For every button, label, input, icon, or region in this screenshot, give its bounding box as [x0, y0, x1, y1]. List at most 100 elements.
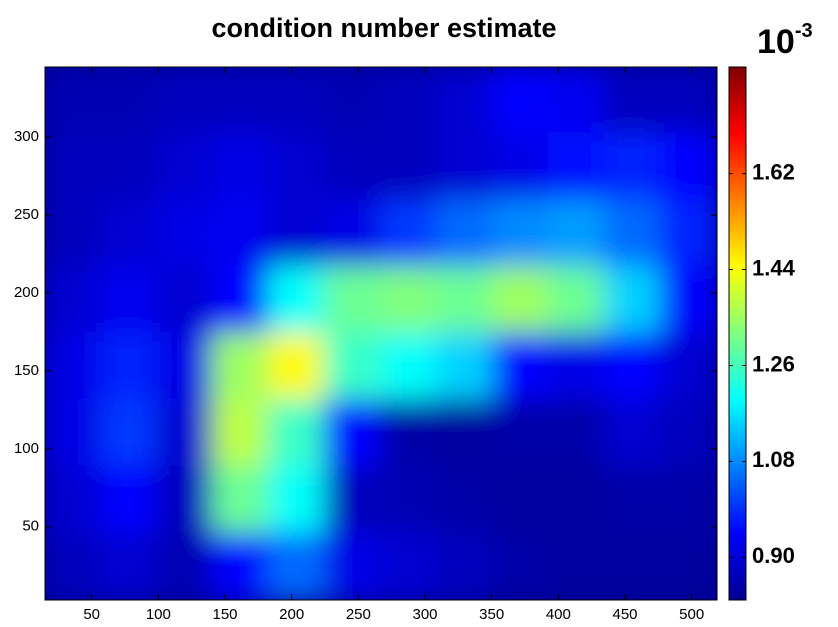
- heatmap-cell: [660, 67, 717, 135]
- heatmap-cell: [436, 199, 494, 268]
- heatmap-cell: [604, 67, 662, 135]
- heatmap-cell: [492, 199, 550, 268]
- heatmap-cell: [156, 465, 214, 535]
- heatmap-cell: [380, 67, 438, 135]
- heatmap-cell: [212, 265, 270, 335]
- x-tick-label: 350: [479, 606, 504, 623]
- heatmap-cell: [548, 332, 606, 402]
- plot-frame: [44, 66, 718, 601]
- x-tick-label: 300: [412, 606, 437, 623]
- heatmap-cell: [45, 532, 102, 600]
- x-tick-label: 50: [83, 606, 100, 623]
- heatmap-cell: [436, 265, 494, 335]
- heatmap-cell: [156, 265, 214, 335]
- heatmap-cell: [380, 199, 438, 268]
- heatmap-cell: [548, 465, 606, 535]
- heatmap-cell: [156, 199, 214, 268]
- colorbar-tick-label: 1.62: [752, 159, 795, 184]
- heatmap-cell: [45, 132, 102, 202]
- heatmap-cell: [156, 532, 214, 600]
- x-tick-label: 150: [212, 606, 237, 623]
- heatmap-cell: [156, 67, 214, 135]
- heatmap-cell: [660, 332, 717, 402]
- heatmap-cell: [100, 465, 158, 535]
- x-tick-label: 200: [279, 606, 304, 623]
- heatmap-cell: [604, 465, 662, 535]
- heatmap-cell: [492, 465, 550, 535]
- heatmap-cell: [324, 67, 382, 135]
- heatmap: [45, 67, 717, 600]
- x-tick-label: 100: [146, 606, 171, 623]
- heatmap-cell: [324, 199, 382, 268]
- heatmap-cell: [324, 465, 382, 535]
- colorbar-tick-label: 0.90: [752, 543, 795, 568]
- heatmap-cell: [324, 332, 382, 402]
- heatmap-cell: [324, 532, 382, 600]
- heatmap-cell: [380, 332, 438, 402]
- heatmap-cell: [436, 399, 494, 468]
- y-tick-label: 100: [14, 440, 39, 457]
- heatmap-cell: [100, 132, 158, 202]
- x-tick-label: 500: [679, 606, 704, 623]
- heatmap-cell: [660, 399, 717, 468]
- heatmap-cell: [604, 532, 662, 600]
- heatmap-cell: [268, 532, 326, 600]
- heatmap-cell: [548, 132, 606, 202]
- heatmap-cell: [380, 399, 438, 468]
- heatmap-cell: [45, 332, 102, 402]
- heatmap-cell: [45, 67, 102, 135]
- heatmap-cell: [548, 532, 606, 600]
- heatmap-cell: [212, 199, 270, 268]
- heatmap-cell: [380, 132, 438, 202]
- heatmap-cell: [604, 332, 662, 402]
- heatmap-cell: [45, 399, 102, 468]
- x-tick-label: 400: [546, 606, 571, 623]
- heatmap-cell: [212, 332, 270, 402]
- colorbar: [728, 66, 747, 601]
- heatmap-cell: [100, 67, 158, 135]
- heatmap-cell: [436, 465, 494, 535]
- heatmap-cell: [436, 67, 494, 135]
- heatmap-cell: [380, 265, 438, 335]
- heatmap-cell: [100, 199, 158, 268]
- heatmap-cell: [324, 399, 382, 468]
- chart-title: condition number estimate: [211, 13, 556, 43]
- heatmap-cell: [45, 199, 102, 268]
- heatmap-cell: [660, 532, 717, 600]
- y-tick-label: 50: [22, 518, 39, 535]
- heatmap-cell: [268, 265, 326, 335]
- heatmap-cell: [45, 465, 102, 535]
- exponent-base: 10: [757, 23, 795, 61]
- heatmap-cell: [100, 532, 158, 600]
- colorbar-tick-label: 1.44: [752, 255, 796, 280]
- heatmap-cell: [212, 132, 270, 202]
- heatmap-cell: [436, 132, 494, 202]
- exponent-power: -3: [795, 20, 813, 42]
- heatmap-cell: [660, 132, 717, 202]
- heatmap-cell: [100, 265, 158, 335]
- y-tick-label: 250: [14, 206, 39, 223]
- y-tick-label: 300: [14, 128, 39, 145]
- colorbar-exponent: 10-3: [757, 20, 813, 61]
- heatmap-cell: [492, 399, 550, 468]
- heatmap-cell: [100, 399, 158, 468]
- heatmap-cell: [436, 332, 494, 402]
- y-tick-label: 150: [14, 362, 39, 379]
- heatmap-cell: [268, 332, 326, 402]
- heatmap-cell: [100, 332, 158, 402]
- heatmap-cell: [45, 265, 102, 335]
- heatmap-cell: [212, 67, 270, 135]
- heatmap-cell: [604, 132, 662, 202]
- x-tick-label: 250: [346, 606, 371, 623]
- heatmap-cell: [660, 265, 717, 335]
- heatmap-cell: [268, 199, 326, 268]
- heatmap-cell: [268, 67, 326, 135]
- heatmap-cell: [156, 132, 214, 202]
- heatmap-cell: [212, 532, 270, 600]
- heatmap-cell: [604, 265, 662, 335]
- heatmap-cell: [156, 399, 214, 468]
- heatmap-cell: [492, 67, 550, 135]
- heatmap-cell: [380, 532, 438, 600]
- heatmap-cell: [324, 132, 382, 202]
